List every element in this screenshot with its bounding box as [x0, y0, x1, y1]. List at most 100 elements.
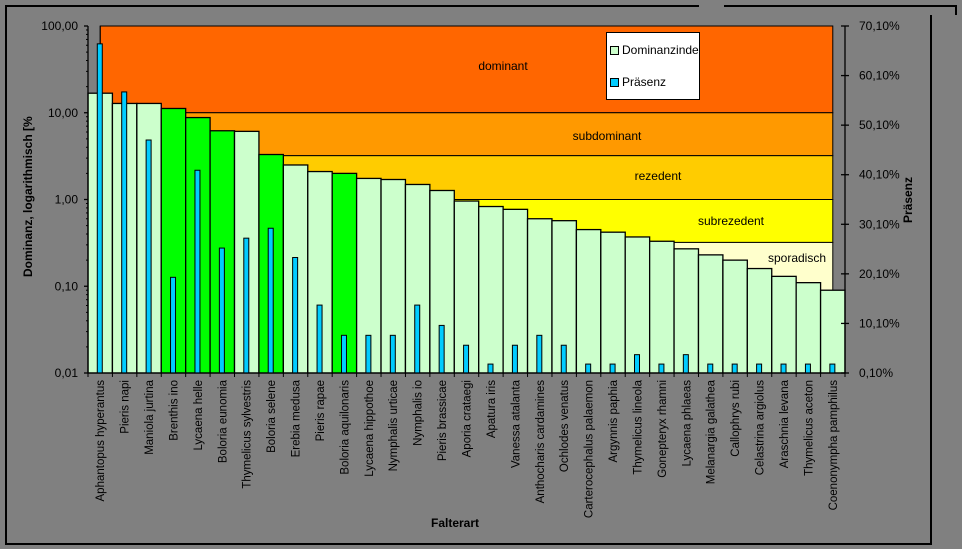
presence-bar	[170, 276, 177, 374]
dominance-bar	[600, 231, 626, 374]
y2-tick-label: 10,10%	[859, 316, 900, 330]
x-tick-label: Lycaena hippothoe	[364, 380, 376, 477]
x-tick-label: Melanargia galathea	[706, 379, 718, 484]
band-label-dominant: dominant	[478, 59, 528, 73]
presence-bars	[96, 43, 836, 374]
legend-swatch-dominance	[610, 45, 619, 55]
x-tick-label: Apatura iris	[486, 380, 498, 438]
presence-bar	[96, 43, 103, 374]
category-labels: Aphantopus hyperantus Pieris napi Maniola …	[95, 379, 840, 518]
x-tick-label: Boloria selene	[266, 380, 278, 453]
x-tick-label: Coenonympha pamphilus	[828, 380, 840, 511]
presence-bar	[267, 227, 274, 374]
x-tick-label: Anthocharis cardamines	[535, 380, 547, 504]
presence-bar	[731, 363, 738, 374]
presence-bar	[829, 363, 836, 374]
frame-border-right	[930, 15, 932, 545]
presence-bar	[585, 363, 592, 374]
presence-bar	[804, 363, 811, 374]
x-tick-label: Boloria eunomia	[217, 379, 229, 463]
x-tick-label: Callophrys rubi	[730, 380, 742, 457]
y2-tick-label: 20,10%	[859, 267, 900, 281]
x-tick-label: Thymelicus sylvestris	[242, 380, 254, 489]
band-label-subdominant: subdominant	[573, 129, 642, 143]
presence-bar	[707, 363, 714, 374]
legend: Dominanzinde Präsenz	[606, 32, 700, 100]
x-tick-label: Vanessa atalanta	[510, 379, 522, 468]
presence-bar	[609, 363, 616, 374]
x-tick-label: Carterocephalus palaemon	[584, 380, 596, 518]
band-label-sporadisch: sporadisch	[768, 251, 826, 265]
x-tick-label: Erebia medusa	[291, 379, 303, 457]
presence-bar	[511, 344, 518, 374]
dominance-bar	[771, 275, 797, 374]
dominance-bar	[819, 289, 846, 374]
presence-bar	[389, 334, 396, 374]
y-tick-label: 0,10	[55, 279, 79, 293]
x-tick-label: Pieris brassicae	[437, 380, 449, 461]
dominance-bar	[673, 248, 700, 374]
presence-bar	[487, 363, 494, 374]
y-tick-label: 100,00	[41, 19, 78, 33]
y-tick-label: 10,00	[48, 106, 78, 120]
x-tick-label: Aporia crataegi	[462, 380, 474, 457]
dominance-bar	[722, 259, 748, 374]
y2-tick-label: 30,10%	[859, 217, 900, 231]
legend-item-dominance: Dominanzinde	[610, 43, 699, 57]
x-tick-label: Thymelicus aceton	[803, 380, 815, 476]
presence-bar	[218, 247, 225, 374]
x-tick-label: Thymelicus lineola	[632, 379, 644, 474]
y2-tick-label: 40,10%	[859, 168, 900, 182]
frame-border-top-left	[5, 5, 699, 7]
presence-bar	[658, 363, 665, 374]
presence-bar	[365, 334, 372, 374]
presence-bar	[243, 237, 250, 374]
y-tick-label: 0,01	[55, 366, 79, 380]
x-tick-label: Argynnis paphia	[608, 379, 620, 462]
presence-bar	[536, 334, 543, 374]
dominance-bar	[697, 254, 724, 374]
band-label-rezedent: rezedent	[635, 169, 682, 183]
presence-bar	[756, 363, 763, 374]
presence-bar	[438, 324, 445, 374]
legend-item-presence: Präsenz	[610, 75, 666, 89]
presence-bar	[316, 304, 323, 374]
y-axis-title: Dominanz, logarithmisch [%	[21, 116, 35, 277]
frame-border-left	[5, 5, 7, 545]
frame-border-bottom	[5, 543, 932, 545]
x-tick-label: Nymphalis io	[413, 380, 425, 446]
x-axis-title: Falterart	[431, 516, 479, 530]
legend-label-dominance: Dominanzinde	[622, 43, 699, 57]
dominance-bar	[795, 282, 822, 374]
x-tick-label: Lycaena helle	[193, 380, 205, 451]
x-tick-label: Lycaena phlaeas	[681, 380, 693, 467]
dominance-bar	[648, 240, 675, 374]
y-tick-label: 1,00	[55, 193, 79, 207]
band-labels: dominant subdominant rezedent subrezedent sp…	[478, 59, 826, 265]
dominance-bar	[453, 200, 480, 374]
x-tick-label: Aphantopus hyperantus	[95, 380, 107, 502]
frame-border-top-right	[724, 5, 957, 7]
dominance-bar	[575, 228, 602, 374]
presence-bar	[194, 169, 201, 374]
legend-swatch-presence	[610, 77, 619, 87]
y2-tick-label: 0,10%	[859, 366, 893, 380]
legend-label-presence: Präsenz	[622, 75, 667, 89]
x-tick-label: Boloria aquilonaris	[339, 380, 351, 475]
band-label-subrezedent: subrezedent	[698, 214, 765, 228]
presence-bar	[463, 344, 470, 374]
y2-axis-title: Präsenz	[901, 177, 915, 223]
dominance-bar	[478, 205, 504, 374]
y2-tick-label: 50,10%	[859, 118, 900, 132]
x-tick-label: Nymphalis urticae	[388, 380, 400, 471]
x-tick-label: Brenthis ino	[168, 380, 180, 441]
band-dominant	[99, 25, 834, 114]
presence-bar	[780, 363, 787, 374]
presence-bar	[682, 354, 689, 374]
y2-tick-label: 60,10%	[859, 69, 900, 83]
x-tick-label: Araschnia levana	[779, 379, 791, 468]
axes: 100,00 10,00 1,00 0,10 0,01 70,10% 60,10% 50,10…	[41, 19, 900, 380]
dominance-bars	[87, 92, 846, 374]
presence-bar	[145, 139, 152, 374]
